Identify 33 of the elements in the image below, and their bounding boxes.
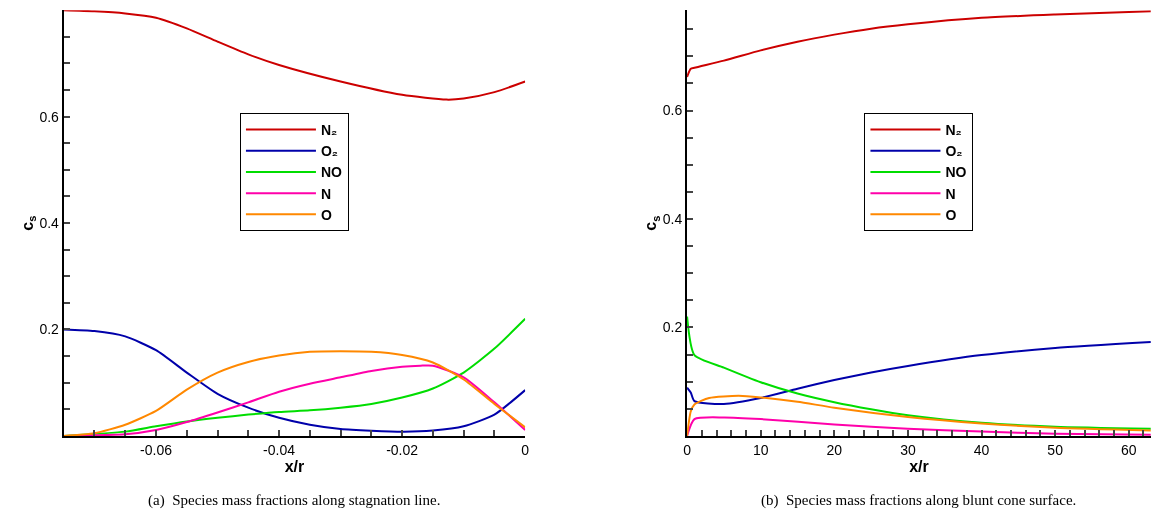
x-axis-title: x/r [909,457,929,475]
x-tick-label: -0.04 [263,441,296,458]
x-axis-title: x/r [284,457,305,475]
legend-label: NO [320,164,343,181]
line-series [687,341,1151,405]
y-tick-label: 0.4 [662,210,683,227]
x-tick-label: 10 [752,441,769,458]
legend-label: O [320,206,332,223]
y-tick-label: 0.2 [39,321,60,338]
x-tick-label: -0.06 [140,441,173,458]
x-tick-label: 0 [521,441,530,458]
x-tick-label: 60 [1120,441,1137,458]
x-tick-label: 0 [683,441,692,458]
x-tick-label: 20 [826,441,843,458]
y-tick-label: 0.6 [39,108,60,125]
legend-label: N₂ [320,122,338,139]
y-tick-label: 0.6 [662,102,683,119]
legend-label: N [320,185,332,202]
legend-label: NO [945,164,967,181]
legend-label: O₂ [945,143,963,160]
legend-label: O [945,206,957,223]
legend-label: N [945,185,956,202]
text: (b) Species mass fractions along blunt cone surface. [761,492,1077,509]
legend-label: O₂ [320,143,339,160]
x-tick-label: 40 [973,441,990,458]
legend-label: N₂ [945,122,962,139]
line-series [687,10,1151,78]
x-tick-label: -0.02 [386,441,419,458]
text: (a) Species mass fractions along stagnation line. [148,492,441,509]
y-tick-label: 0.2 [662,319,683,336]
y-tick-label: 0.4 [39,214,60,231]
x-tick-label: 50 [1047,441,1064,458]
x-tick-label: 30 [900,441,916,458]
